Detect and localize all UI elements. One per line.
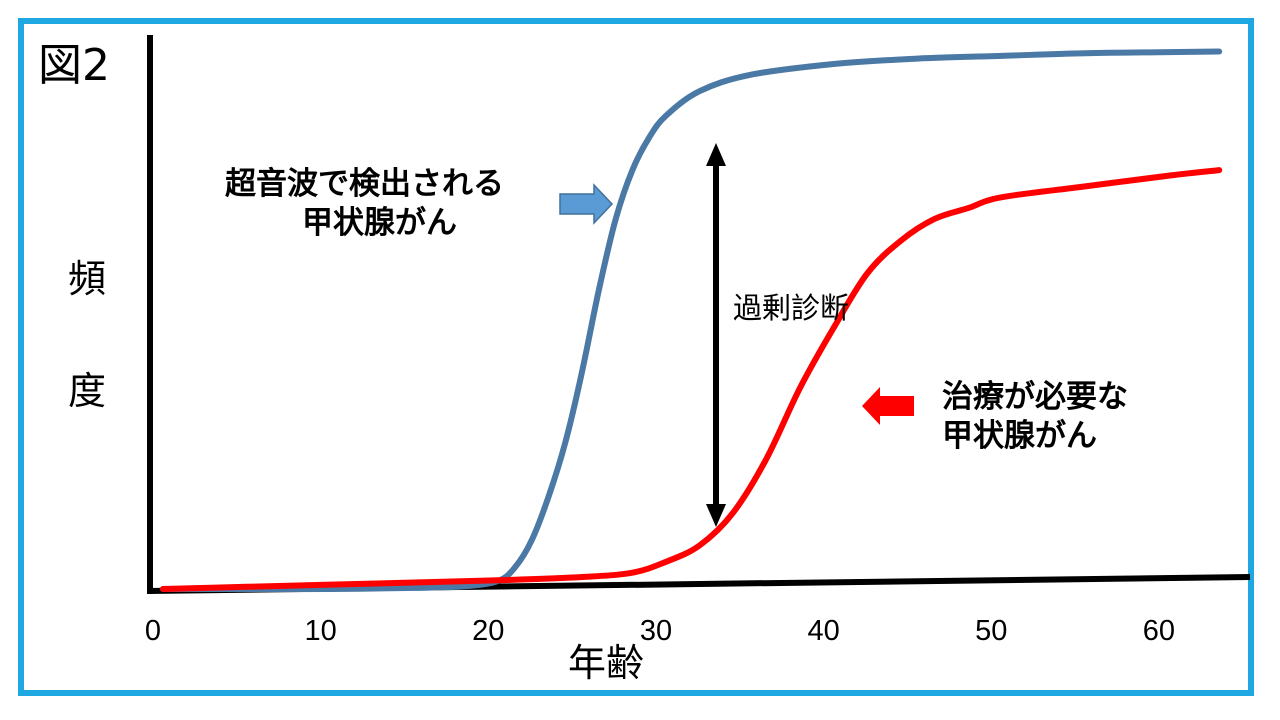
x-tick-label: 50	[975, 615, 1008, 647]
overdiagnosis-double-arrow	[706, 143, 726, 527]
arrow-head-down-icon	[706, 504, 726, 527]
y-axis-label-char-2: 度	[68, 369, 107, 413]
annotation-line: 治療が必要な	[942, 379, 1128, 415]
annotation-line: 甲状腺がん	[942, 417, 1097, 454]
annotation-overdiagnosis: 過剰診断	[733, 291, 850, 325]
annotation-line: 超音波で検出される	[225, 166, 504, 202]
annotation-line: 甲状腺がん	[302, 204, 457, 241]
x-tick-label: 30	[639, 615, 673, 647]
left-arrow-icon	[862, 387, 914, 425]
x-tick-label: 40	[807, 615, 840, 647]
y-axis-label-char-1: 頻	[68, 257, 107, 301]
series-line-treatment-needed	[160, 167, 1223, 592]
x-axis-label: 年齢	[568, 641, 645, 685]
arrow-head-up-icon	[706, 143, 726, 166]
x-tick-label: 0	[144, 615, 162, 647]
right-arrow-icon	[559, 183, 614, 225]
x-tick-label: 60	[1142, 615, 1176, 647]
annotation-ultrasound-detected: 超音波で検出される 甲状腺がん	[225, 165, 504, 243]
x-tick-label: 20	[472, 615, 505, 647]
annotation-treatment-needed: 治療が必要な 甲状腺がん	[942, 378, 1128, 456]
figure-label: 図2	[38, 40, 110, 91]
series-line-ultrasound-detected	[160, 48, 1223, 593]
x-tick-label: 10	[304, 615, 337, 647]
